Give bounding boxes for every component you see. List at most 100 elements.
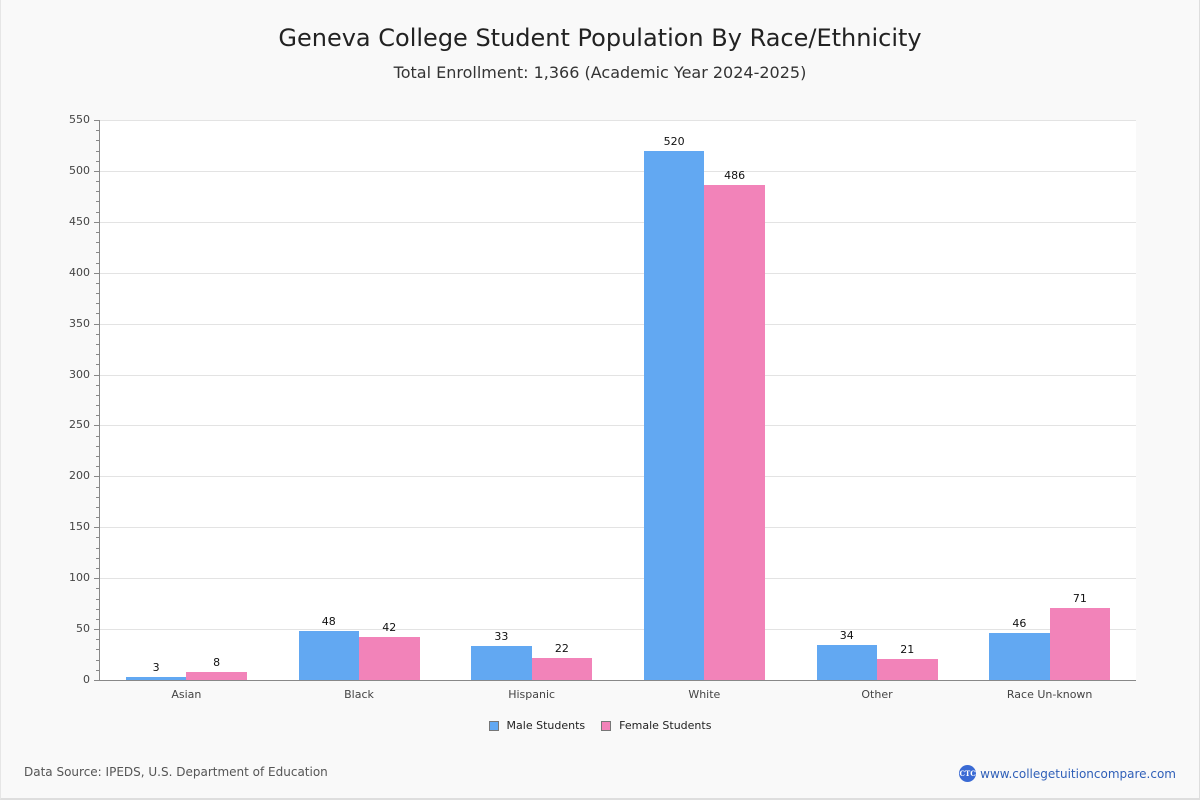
y-tick (94, 323, 99, 325)
gridline (100, 120, 1136, 121)
chart-title: Geneva College Student Population By Rac… (278, 24, 922, 52)
bar-male-hispanic[interactable] (471, 646, 532, 680)
bar-female-race-un-known[interactable] (1049, 607, 1111, 680)
gridline (100, 578, 1136, 580)
y-minor-tick (96, 618, 99, 620)
y-minor-tick (96, 364, 99, 366)
y-minor-tick (96, 659, 99, 661)
y-minor-tick (96, 456, 99, 457)
gridline (100, 323, 1136, 325)
y-minor-tick (96, 333, 99, 335)
y-minor-tick (96, 282, 99, 284)
bar-value-label: 21 (900, 642, 915, 656)
bar-value-label: 46 (1012, 617, 1027, 631)
y-minor-tick (96, 140, 99, 142)
y-minor-tick (96, 466, 99, 468)
y-tick (94, 425, 99, 427)
y-tick (94, 272, 99, 274)
bar-value-label: 486 (724, 169, 746, 183)
x-tick-label: Other (861, 688, 893, 701)
y-axis-line (99, 120, 100, 681)
y-tick-label: 450 (69, 214, 90, 228)
bar-male-black[interactable] (298, 631, 359, 680)
gridline (100, 221, 1136, 223)
y-tick-label: 150 (69, 520, 90, 534)
x-tick-label: Hispanic (508, 688, 556, 701)
y-tick-label: 0 (83, 673, 90, 686)
y-minor-tick (96, 486, 99, 488)
gridline (100, 374, 1136, 376)
bar-female-other[interactable] (877, 658, 938, 680)
y-tick-label: 350 (69, 316, 90, 330)
y-minor-tick (96, 537, 99, 539)
y-tick (94, 629, 99, 631)
gridline (100, 527, 1136, 529)
y-minor-tick (96, 445, 99, 447)
female-swatch-icon (601, 720, 612, 731)
male-swatch-icon (488, 720, 499, 731)
legend: Male Students Female Students (0, 719, 1200, 732)
y-tick-label: 300 (69, 367, 90, 381)
bar-value-label: 48 (321, 615, 336, 629)
bar-value-label: 34 (839, 629, 854, 643)
gridline (100, 272, 1136, 274)
y-minor-tick (96, 496, 99, 498)
y-minor-tick (96, 303, 99, 305)
y-minor-tick (96, 293, 99, 295)
legend-item-female[interactable]: Female Students (601, 719, 711, 732)
y-minor-tick (96, 598, 99, 600)
bar-value-label: 71 (1072, 591, 1087, 605)
y-minor-tick (96, 344, 99, 345)
y-minor-tick (96, 262, 99, 264)
bar-value-label: 520 (663, 134, 685, 148)
bar-male-other[interactable] (816, 645, 877, 680)
y-minor-tick (96, 649, 99, 651)
bar-female-hispanic[interactable] (531, 657, 593, 680)
brand-url: www.collegetuitioncompare.com (980, 766, 1176, 781)
y-tick (94, 221, 99, 223)
y-minor-tick (96, 639, 99, 641)
bar-male-race-un-known[interactable] (989, 633, 1050, 680)
x-tick-label: Race Un-known (1006, 688, 1093, 701)
y-minor-tick (96, 547, 99, 549)
y-minor-tick (96, 568, 99, 569)
bar-male-white[interactable] (643, 150, 705, 680)
bar-male-asian[interactable] (125, 676, 187, 680)
bar-value-label: 8 (213, 655, 221, 669)
y-minor-tick (96, 201, 99, 203)
y-minor-tick (96, 517, 99, 519)
y-minor-tick (96, 150, 99, 152)
y-minor-tick (96, 415, 99, 417)
y-minor-tick (96, 394, 99, 396)
legend-item-male[interactable]: Male Students (488, 719, 585, 732)
y-tick (94, 476, 99, 478)
bar-female-asian[interactable] (186, 671, 247, 680)
y-minor-tick (96, 354, 99, 356)
gridline (100, 425, 1136, 427)
x-tick-label: White (688, 688, 721, 701)
bar-value-label: 22 (554, 641, 569, 655)
y-minor-tick (96, 211, 99, 213)
y-tick (94, 170, 99, 172)
data-source: Data Source: IPEDS, U.S. Department of E… (24, 765, 328, 779)
x-tick-label: Asian (171, 688, 202, 701)
y-minor-tick (96, 242, 99, 244)
brand-link[interactable]: CTC www.collegetuitioncompare.com (959, 765, 1176, 782)
y-tick-label: 200 (69, 469, 90, 483)
bar-female-white[interactable] (704, 185, 765, 680)
x-tick-label: Black (344, 688, 374, 701)
y-minor-tick (96, 506, 99, 508)
y-tick-label: 500 (69, 163, 90, 177)
y-minor-tick (96, 557, 99, 559)
bar-value-label: 3 (152, 660, 160, 674)
bar-value-label: 42 (382, 621, 397, 635)
bar-value-label: 33 (494, 630, 509, 644)
y-tick (94, 680, 99, 681)
gridline (100, 629, 1136, 631)
y-tick-label: 550 (69, 113, 90, 126)
y-minor-tick (96, 608, 99, 610)
y-tick (94, 374, 99, 376)
y-minor-tick (96, 313, 99, 315)
ctc-logo-icon: CTC (959, 765, 977, 782)
bar-female-black[interactable] (359, 637, 420, 680)
